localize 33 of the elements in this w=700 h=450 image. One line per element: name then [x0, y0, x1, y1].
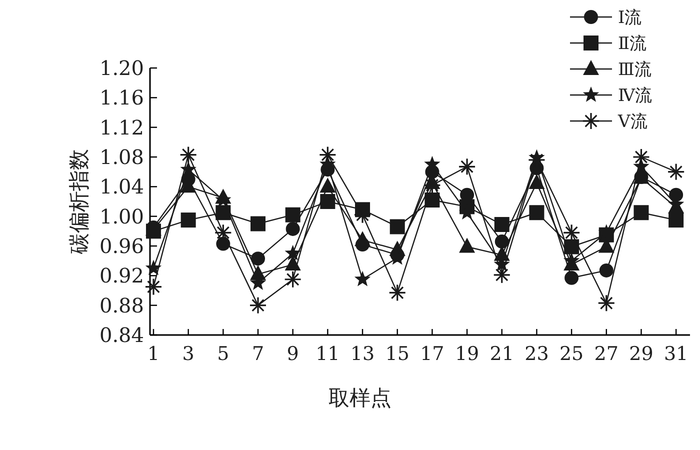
x-tick-label: 13: [350, 343, 375, 365]
x-tick-label: 21: [490, 343, 514, 365]
x-tick-label: 23: [524, 343, 549, 365]
legend-label: Ⅲ流: [618, 60, 652, 80]
x-tick-label: 9: [286, 343, 299, 365]
x-tick-label: 7: [252, 343, 264, 365]
y-tick-label: 1.00: [99, 204, 144, 228]
legend-label: Ⅰ流: [618, 8, 642, 28]
y-tick-label: 1.08: [99, 145, 144, 169]
x-tick-label: 5: [217, 343, 230, 365]
x-axis-title: 取样点: [328, 386, 392, 410]
x-tick-label: 29: [629, 343, 654, 365]
y-axis-title: 碳偏析指数: [67, 149, 91, 255]
x-tick-label: 1: [147, 343, 160, 365]
y-tick-label: 1.12: [99, 115, 144, 140]
y-tick-label: 0.96: [99, 234, 144, 258]
y-tick-label: 0.84: [99, 323, 144, 347]
legend-label: Ⅴ流: [617, 112, 648, 132]
x-tick-label: 31: [664, 343, 688, 365]
x-tick-label: 15: [385, 343, 410, 365]
y-tick-label: 0.88: [99, 293, 144, 318]
y-tick-label: 1.16: [99, 86, 144, 110]
y-tick-label: 0.92: [99, 264, 144, 288]
x-tick-label: 17: [420, 343, 444, 365]
x-tick-label: 3: [182, 343, 194, 365]
legend-label: Ⅱ流: [618, 34, 647, 54]
x-tick-label: 25: [559, 343, 584, 365]
x-tick-label: 11: [316, 343, 340, 365]
x-tick-label: 19: [454, 343, 480, 365]
y-tick-label: 1.20: [99, 56, 144, 80]
y-tick-label: 1.04: [99, 174, 144, 199]
legend-label: Ⅳ流: [618, 86, 652, 106]
x-tick-label: 27: [594, 343, 618, 365]
